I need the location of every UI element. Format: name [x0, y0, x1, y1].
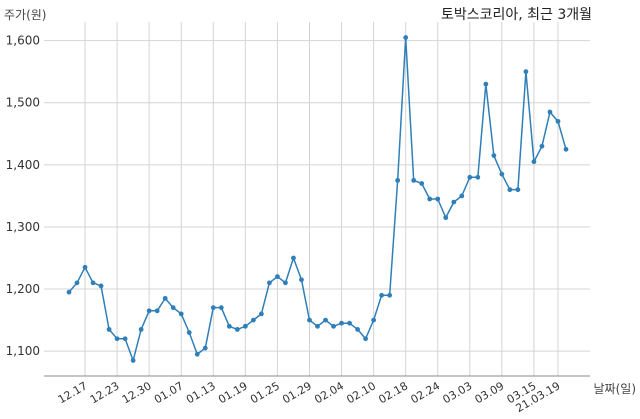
data-point: [202, 345, 208, 351]
data-point: [387, 292, 393, 298]
data-point: [82, 264, 88, 270]
x-tick-label: 12.30: [120, 379, 154, 406]
data-point: [226, 323, 232, 329]
data-point: [186, 330, 192, 335]
data-point: [162, 295, 168, 301]
data-point: [363, 336, 368, 342]
x-tick-label: 03.03: [441, 379, 475, 406]
data-point: [138, 327, 144, 332]
data-point: [258, 311, 264, 317]
data-point: [122, 336, 128, 342]
data-point: [299, 277, 304, 283]
data-point: [355, 327, 360, 332]
data-point: [475, 174, 481, 180]
y-tick-label: 1,300: [6, 220, 40, 234]
data-point: [523, 69, 529, 75]
x-tick-label: 01.25: [248, 379, 282, 406]
grid: [44, 22, 590, 376]
data-point: [507, 187, 513, 193]
data-point: [371, 317, 377, 323]
data-point: [242, 323, 248, 329]
data-point: [443, 215, 449, 221]
data-point: [154, 308, 160, 314]
data-point: [267, 280, 272, 286]
data-point: [106, 327, 112, 332]
data-point: [331, 323, 336, 329]
x-tick-labels: 12.1712.2312.3001.0701.1301.1901.2501.29…: [56, 379, 563, 415]
x-tick-label: 12.23: [88, 379, 122, 406]
data-point: [90, 280, 96, 286]
data-point: [307, 317, 312, 323]
data-point: [194, 351, 200, 357]
data-point: [146, 308, 152, 314]
data-point: [395, 177, 401, 183]
data-point: [170, 305, 176, 311]
y-tick-label: 1,600: [6, 34, 40, 48]
data-point: [467, 174, 473, 180]
x-tick-label: 01.29: [280, 379, 314, 406]
data-point: [491, 153, 497, 158]
x-tick-label: 02.18: [376, 379, 410, 406]
data-point: [98, 283, 104, 289]
data-point: [563, 146, 569, 152]
chart-title: 토박스코리아, 최근 3개월: [440, 7, 592, 23]
data-point: [130, 358, 136, 363]
y-tick-label: 1,500: [6, 96, 40, 110]
data-point: [234, 327, 240, 332]
x-tick-label: 12.17: [56, 379, 90, 406]
data-point: [539, 143, 545, 149]
x-axis-label: 날짜(일): [593, 382, 636, 396]
data-point: [66, 289, 72, 295]
data-point: [411, 177, 417, 183]
y-tick-label: 1,200: [6, 282, 40, 296]
data-point: [339, 320, 344, 326]
y-axis-label: 주가(원): [4, 8, 47, 22]
data-point: [555, 118, 561, 124]
data-point: [403, 35, 409, 40]
data-point: [323, 317, 328, 323]
data-point: [315, 323, 320, 329]
data-point: [499, 171, 505, 177]
data-point: [435, 196, 441, 202]
data-point: [275, 274, 280, 280]
data-point: [459, 193, 465, 199]
y-tick-label: 1,400: [6, 158, 40, 172]
data-points: [66, 35, 569, 363]
x-tick-label: 02.24: [408, 379, 442, 406]
data-point: [210, 305, 216, 311]
data-point: [178, 311, 184, 317]
data-point: [250, 317, 256, 323]
x-tick-label: 02.04: [312, 379, 346, 406]
series-line: [68, 36, 567, 362]
x-tick-label: 01.19: [216, 379, 250, 406]
x-tick-label: 02.10: [344, 379, 378, 406]
x-tick-label: 03.09: [473, 379, 507, 406]
data-point: [515, 187, 521, 193]
data-point: [483, 81, 489, 87]
data-point: [451, 199, 457, 205]
x-tick-label: 01.13: [184, 379, 218, 406]
data-point: [347, 320, 352, 326]
series-line-layer: [68, 36, 567, 362]
data-point: [379, 292, 385, 298]
data-point: [291, 255, 296, 261]
data-point: [419, 181, 425, 186]
y-tick-label: 1,100: [6, 344, 40, 358]
y-tick-labels: 1,100 1,200 1,300 1,400 1,500 1,600: [6, 34, 40, 359]
data-point: [427, 196, 433, 202]
data-point: [283, 280, 288, 286]
x-tick-label: 01.07: [152, 379, 186, 406]
data-point: [74, 280, 80, 286]
data-point: [531, 159, 537, 165]
data-point: [547, 109, 553, 115]
data-point: [218, 305, 224, 311]
data-point: [114, 336, 120, 342]
